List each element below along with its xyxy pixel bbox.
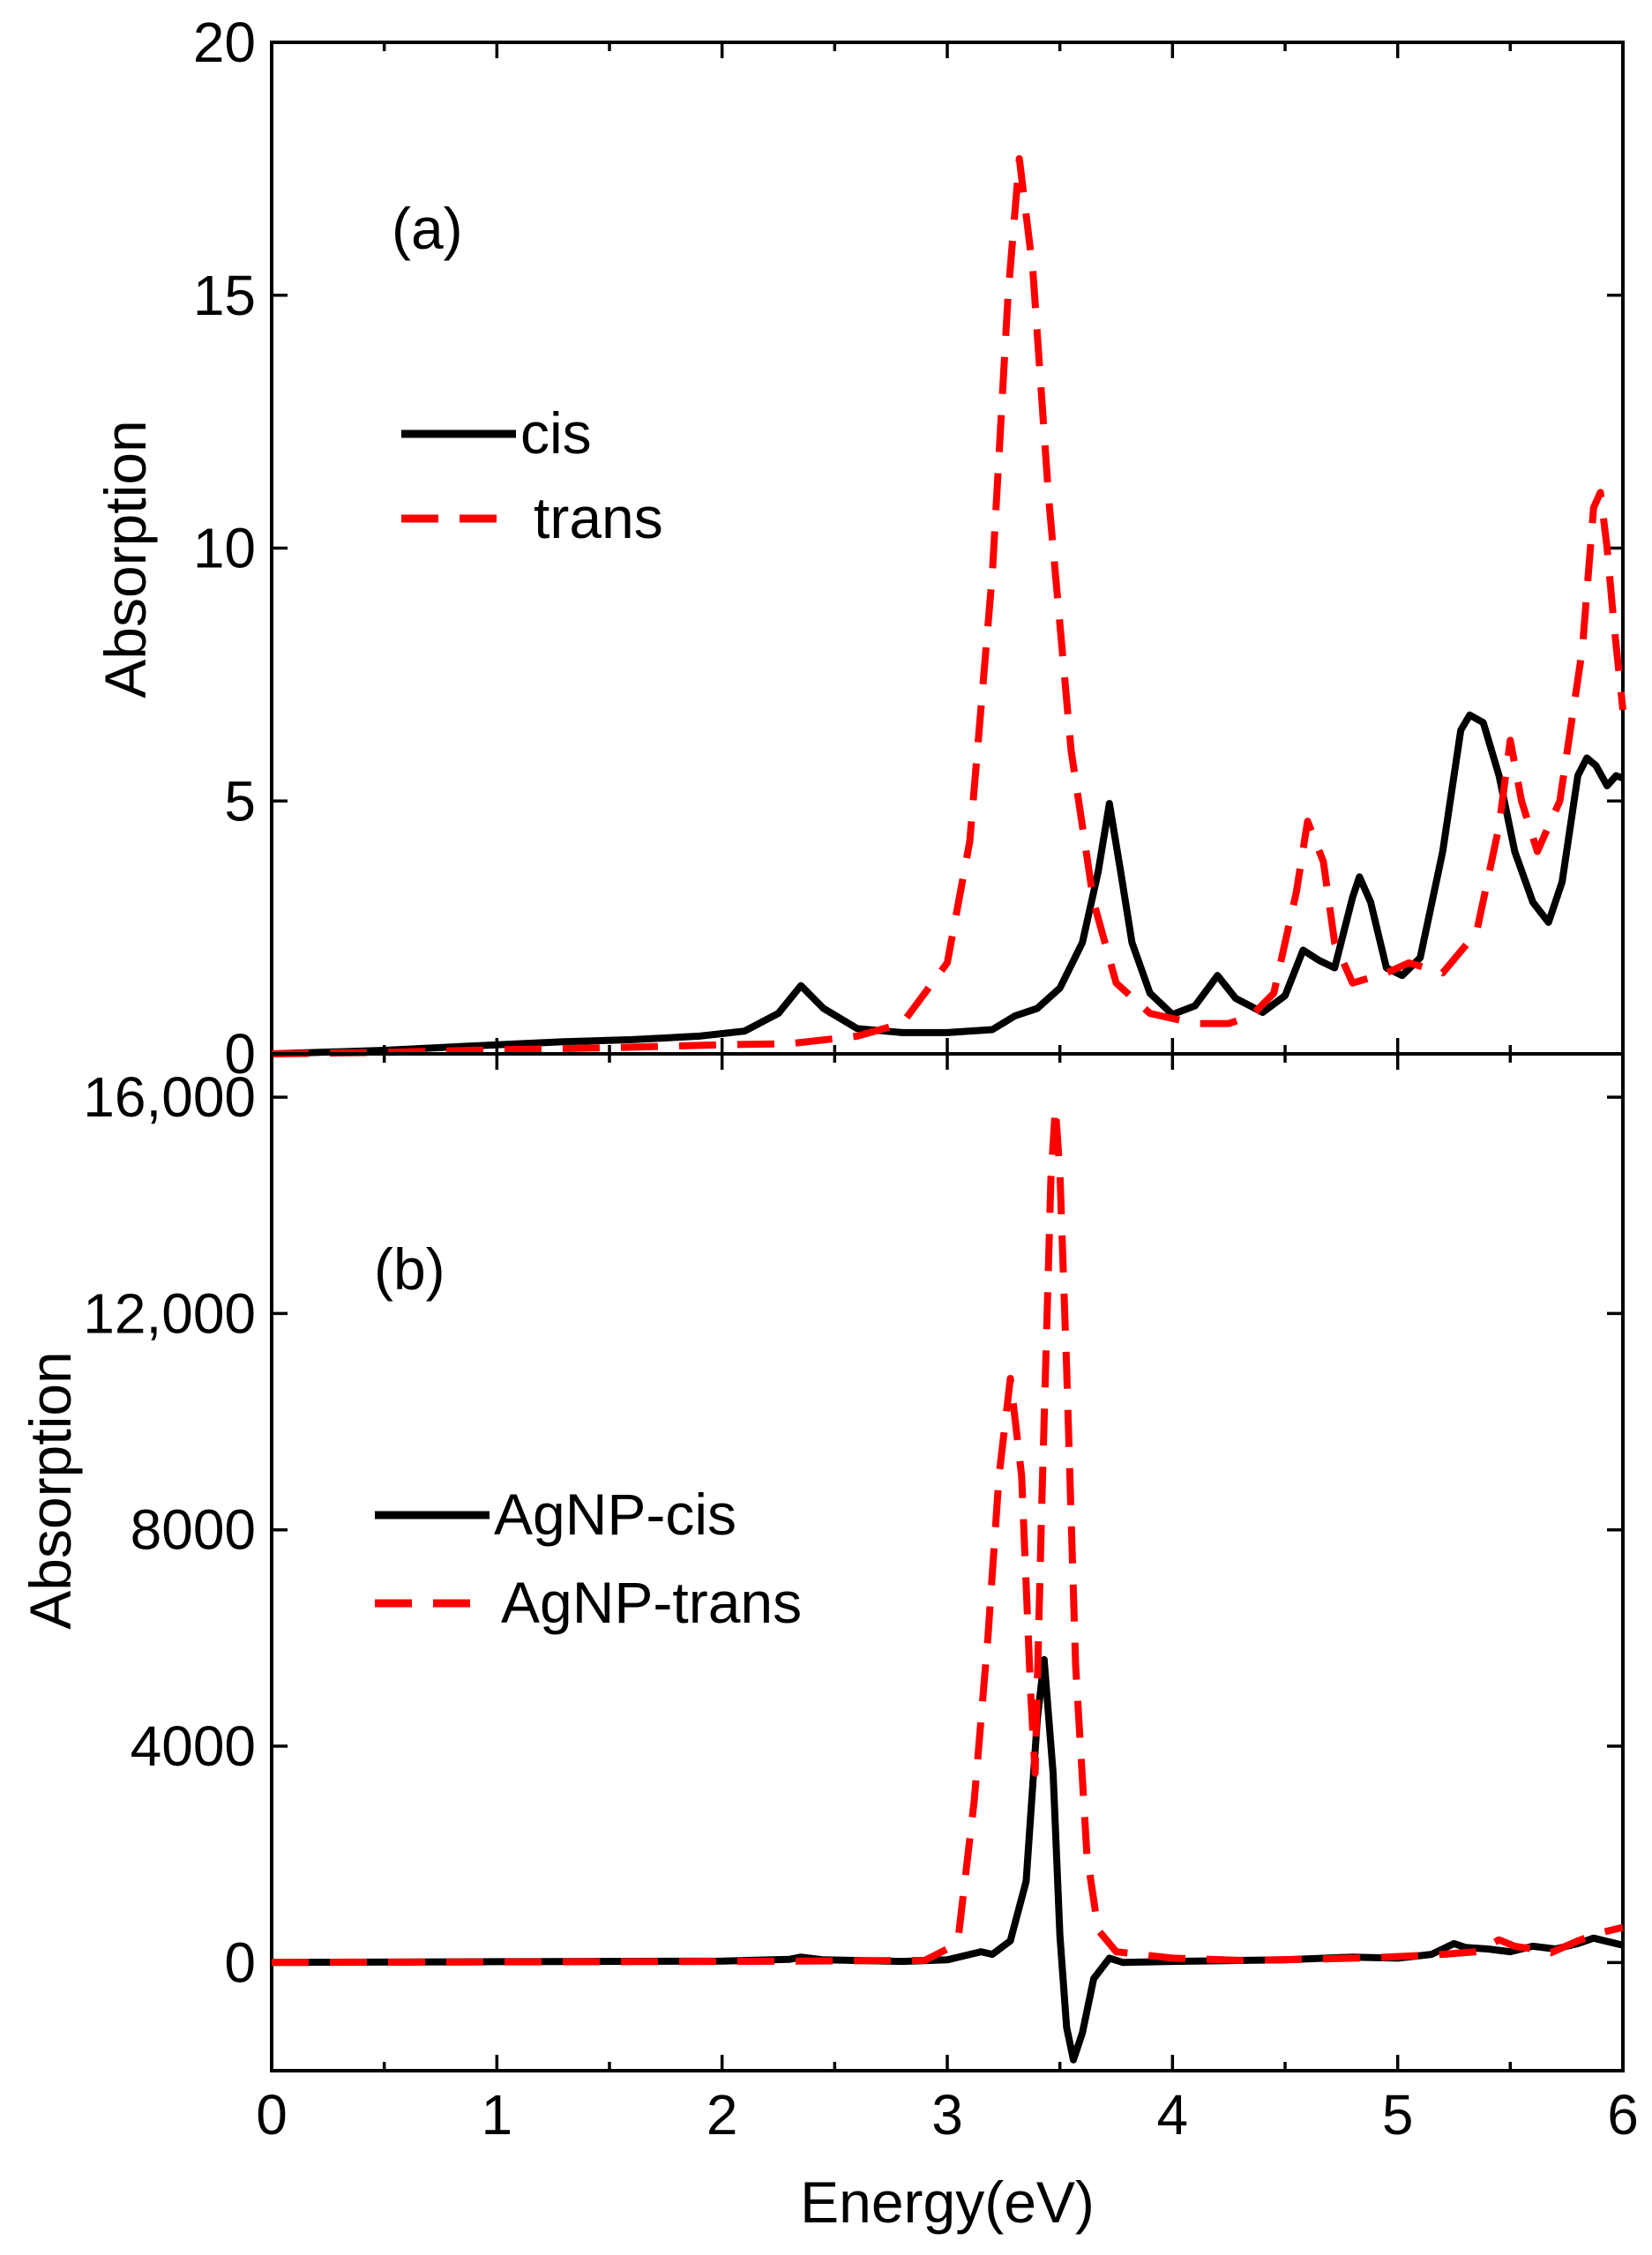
x-tick-label: 2 [706,2083,738,2147]
legend-agnp-trans-label: AgNP-trans [501,1570,802,1635]
legend-agnp-cis-label: AgNP-cis [494,1482,736,1547]
y-tick-label: 4000 [131,1714,256,1778]
panel-a-x-ticks [270,42,1625,1054]
panel-b-series-lines [271,1104,1624,2064]
y-tick-label: 5 [224,769,256,833]
panel-a-legend: cis trans [401,400,663,550]
y-tick-label: 12,000 [83,1281,256,1345]
panel-b-plot-area [270,1052,1625,2072]
x-tick-label: 1 [482,2083,513,2147]
y-tick-label: 0 [224,1930,256,1994]
legend-trans-label: trans [534,485,663,550]
panel-a-series-lines [271,154,1626,1057]
panel-b-y-axis-title: Absorption [18,1351,83,1630]
panel-a-y-ticks: 0 5 10 15 20 [193,11,1623,1086]
y-tick-label: 8000 [131,1498,256,1562]
x-tick-label: 6 [1607,2083,1639,2147]
series-line-agnp-cis [271,1655,1624,2064]
panel-b-legend: AgNP-cis AgNP-trans [375,1482,802,1635]
panel-b-y-ticks: 0 4000 8000 12,000 16,000 [83,1065,1623,1994]
panel-a-y-axis-title: Absorption [93,420,158,698]
panel-b-label: (b) [374,1236,445,1302]
y-tick-label: 15 [193,264,256,327]
y-tick-label: 20 [193,11,256,74]
x-axis-title: Energy(eV) [800,2169,1095,2235]
x-tick-label: 4 [1157,2083,1189,2147]
x-tick-label: 5 [1382,2083,1414,2147]
series-line-agnp-trans [271,1104,1624,1967]
y-tick-label: 16,000 [83,1065,256,1129]
y-tick-label: 0 [224,1022,256,1086]
panel-a: 0 5 10 15 20 (a) Absorption cis trans [93,11,1626,1086]
panel-a-plot-area [270,41,1625,1056]
panel-b-x-ticks: 0 1 2 3 4 5 6 [256,1054,1639,2147]
series-line-cis [271,711,1625,1057]
legend-cis-label: cis [520,400,592,466]
series-line-trans [271,154,1626,1057]
x-tick-label: 3 [931,2083,963,2147]
panel-a-label: (a) [392,196,463,261]
y-tick-label: 10 [193,517,256,580]
panel-b: 0 1 2 3 4 5 6 0 4000 8000 12,000 16,000 (b) Absorp… [18,1052,1639,2235]
x-tick-label: 0 [256,2083,288,2147]
